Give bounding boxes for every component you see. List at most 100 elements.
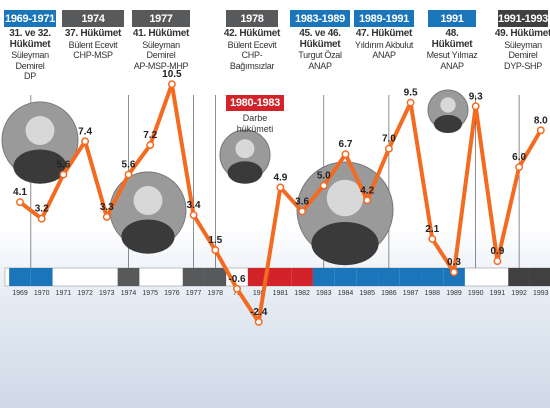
data-point bbox=[146, 141, 155, 149]
period-line: 48. Hükümet bbox=[431, 28, 473, 50]
data-point bbox=[341, 150, 350, 159]
period-line: 41. Hükümet bbox=[132, 28, 190, 39]
data-point bbox=[471, 102, 480, 111]
period-line: Hükümet bbox=[299, 38, 341, 50]
year-tick-label: 1974 bbox=[121, 290, 137, 297]
data-label: 7.4 bbox=[78, 126, 92, 137]
period-line: DYP-SHP bbox=[504, 60, 542, 71]
year-tick-label: 1969 bbox=[12, 290, 28, 297]
data-point bbox=[298, 207, 307, 216]
coup-line-1: Darbe bbox=[242, 113, 268, 123]
period-line: 31. ve 32. bbox=[9, 28, 51, 39]
year-tick-label: 1976 bbox=[164, 290, 180, 297]
year-tick-label: 1987 bbox=[403, 290, 419, 297]
year-tick-label: 1985 bbox=[359, 290, 375, 297]
timeline-segment bbox=[269, 268, 292, 286]
leader-photo bbox=[109, 171, 187, 254]
data-label: 5.0 bbox=[317, 171, 331, 182]
data-point bbox=[16, 198, 24, 207]
year-tick-label: 1982 bbox=[294, 290, 310, 297]
period-line: 45. ve 46. bbox=[299, 28, 341, 39]
data-label: 3.4 bbox=[187, 200, 201, 211]
timeline-segment bbox=[421, 268, 444, 286]
period-label: 1991-1993 bbox=[498, 10, 548, 27]
timeline-segment bbox=[443, 268, 465, 286]
data-label: -2.4 bbox=[250, 307, 268, 318]
timeline-segment bbox=[508, 268, 530, 286]
data-point bbox=[319, 181, 328, 190]
data-point bbox=[81, 137, 90, 146]
period-label: 1978 bbox=[226, 10, 278, 27]
data-point bbox=[211, 246, 220, 255]
data-label: 0.9 bbox=[490, 246, 504, 257]
period-line: Süleyman Demirel bbox=[142, 39, 180, 61]
data-point bbox=[276, 183, 285, 192]
data-point bbox=[384, 144, 393, 153]
data-point bbox=[102, 212, 111, 221]
data-label: 7.2 bbox=[143, 130, 157, 141]
data-point bbox=[515, 163, 524, 172]
year-tick-label: 1989 bbox=[446, 290, 462, 297]
data-point bbox=[233, 284, 241, 293]
period-label: 1991 bbox=[428, 10, 476, 27]
year-tick-label: 1991 bbox=[490, 290, 506, 297]
period-line: Bülent Ecevit bbox=[68, 39, 118, 50]
period-line: Bağımsızlar bbox=[229, 60, 275, 71]
data-label: 9.5 bbox=[404, 88, 418, 99]
year-tick-label: 1981 bbox=[273, 290, 289, 297]
data-point bbox=[450, 268, 458, 277]
data-point bbox=[363, 196, 372, 205]
period-line: CHP-MSP bbox=[73, 50, 113, 60]
data-point bbox=[493, 257, 502, 266]
year-tick-label: 1970 bbox=[34, 290, 50, 297]
timeline-segment bbox=[291, 268, 313, 286]
data-label: 6.7 bbox=[339, 139, 353, 150]
period-description: 41. Hükümet Süleyman Demirel AP-MSP-MHP bbox=[128, 28, 194, 71]
data-label: 9.3 bbox=[469, 91, 483, 102]
timeline-segment bbox=[30, 268, 53, 286]
data-point bbox=[428, 235, 437, 243]
data-label: 6.0 bbox=[512, 152, 526, 163]
period-line: DP bbox=[24, 71, 36, 81]
period-label: 1977 bbox=[132, 10, 190, 27]
data-label: 5.6 bbox=[56, 160, 70, 171]
period-description: 49. Hükümet Süleyman Demirel DYP-SHP bbox=[494, 28, 550, 71]
period-line: AP-MSP-MHP bbox=[133, 60, 189, 71]
year-tick-label: 1986 bbox=[381, 290, 397, 297]
data-label: 10.5 bbox=[162, 69, 182, 80]
period-description: 37. Hükümet Bülent Ecevit CHP-MSP bbox=[58, 28, 128, 61]
period-line: Demirel bbox=[15, 60, 45, 71]
period-description: 31. ve 32. Hükümet Süleyman Demirel DP bbox=[0, 28, 60, 82]
data-label: -0.6 bbox=[228, 274, 246, 285]
data-label: 8.0 bbox=[534, 115, 548, 126]
period-line: Süleyman bbox=[11, 50, 49, 60]
period-label: 1989-1991 bbox=[354, 10, 414, 27]
period-label: 1983-1989 bbox=[290, 10, 350, 27]
data-point bbox=[189, 211, 198, 220]
data-label: 0.3 bbox=[447, 257, 461, 268]
data-point bbox=[124, 170, 133, 179]
timeline-segment bbox=[204, 268, 227, 286]
period-label: 1969-1971 bbox=[4, 10, 56, 27]
leader-photo bbox=[1, 101, 79, 184]
timeline-segment bbox=[378, 268, 400, 286]
year-tick-label: 1988 bbox=[425, 290, 441, 297]
timeline-segment bbox=[334, 268, 357, 286]
period-line: Yıldırım Akbulut bbox=[354, 39, 414, 50]
period-line: Bülent Ecevit bbox=[227, 39, 277, 50]
year-tick-label: 1973 bbox=[99, 290, 115, 297]
period-line: 49. Hükümet bbox=[494, 28, 550, 39]
data-label: 7.0 bbox=[382, 134, 396, 145]
year-tick-label: 1977 bbox=[186, 290, 202, 297]
year-tick-label: 79 bbox=[233, 290, 241, 297]
timeline-segment bbox=[529, 268, 550, 286]
data-point bbox=[254, 317, 263, 326]
year-tick-label: 198 bbox=[253, 290, 265, 297]
period-line: Mesut Yılmaz bbox=[426, 50, 478, 60]
year-tick-label: 1978 bbox=[208, 290, 224, 297]
data-label: 3.6 bbox=[295, 196, 309, 207]
coup-period-label: 1980-1983 Darbe hükümeti bbox=[226, 95, 284, 135]
period-line: 47. Hükümet bbox=[355, 28, 413, 39]
timeline-segment bbox=[356, 268, 379, 286]
